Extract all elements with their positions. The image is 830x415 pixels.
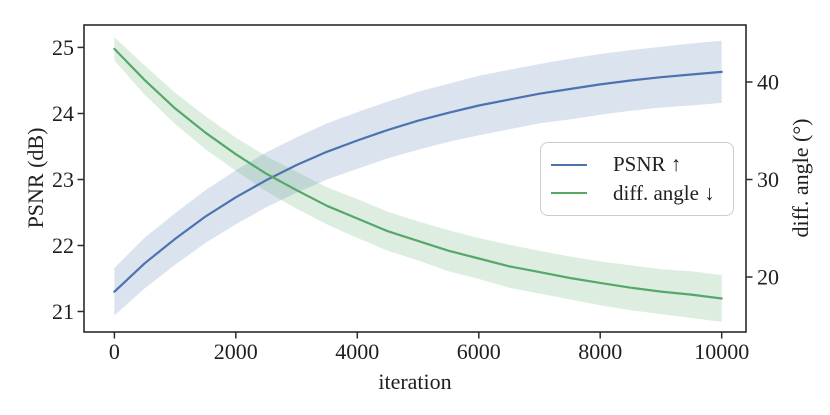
x-tick-label: 4000 (335, 339, 379, 364)
legend-item-diff-angle: diff. angle ↓ (551, 180, 723, 205)
y-axis-label-right: diff. angle (°) (788, 118, 813, 238)
y-left-tick-label: 22 (52, 233, 74, 258)
y-left-tick-label: 23 (52, 167, 74, 192)
legend-label-diff-angle: diff. angle ↓ (613, 180, 715, 205)
legend: PSNR ↑ diff. angle ↓ (540, 142, 734, 216)
x-tick-label: 8000 (578, 339, 622, 364)
x-tick-label: 0 (109, 339, 120, 364)
y-right-tick-label: 20 (757, 265, 779, 290)
legend-line-sample-psnr (551, 163, 587, 166)
x-tick-label: 6000 (457, 339, 501, 364)
diff-angle-confidence-band (114, 37, 722, 322)
y-left-tick-label: 25 (52, 35, 74, 60)
y-left-tick-label: 21 (52, 299, 74, 324)
legend-item-psnr: PSNR ↑ (551, 154, 723, 175)
legend-label-psnr: PSNR ↑ (613, 152, 682, 177)
psnr-confidence-band (114, 40, 722, 316)
diff-angle-line (113, 47, 723, 300)
y-right-tick-label: 40 (757, 70, 779, 95)
x-tick-label: 2000 (214, 339, 258, 364)
x-axis-label: iteration (378, 369, 452, 394)
x-tick-label: 10000 (694, 339, 749, 364)
y-axis-label-left: PSNR (dB) (23, 127, 48, 229)
plot-border (83, 24, 747, 333)
psnr-line (113, 70, 723, 293)
legend-line-sample-diff-angle (551, 192, 587, 195)
y-left-tick-label: 24 (52, 101, 74, 126)
y-right-tick-label: 30 (757, 167, 779, 192)
